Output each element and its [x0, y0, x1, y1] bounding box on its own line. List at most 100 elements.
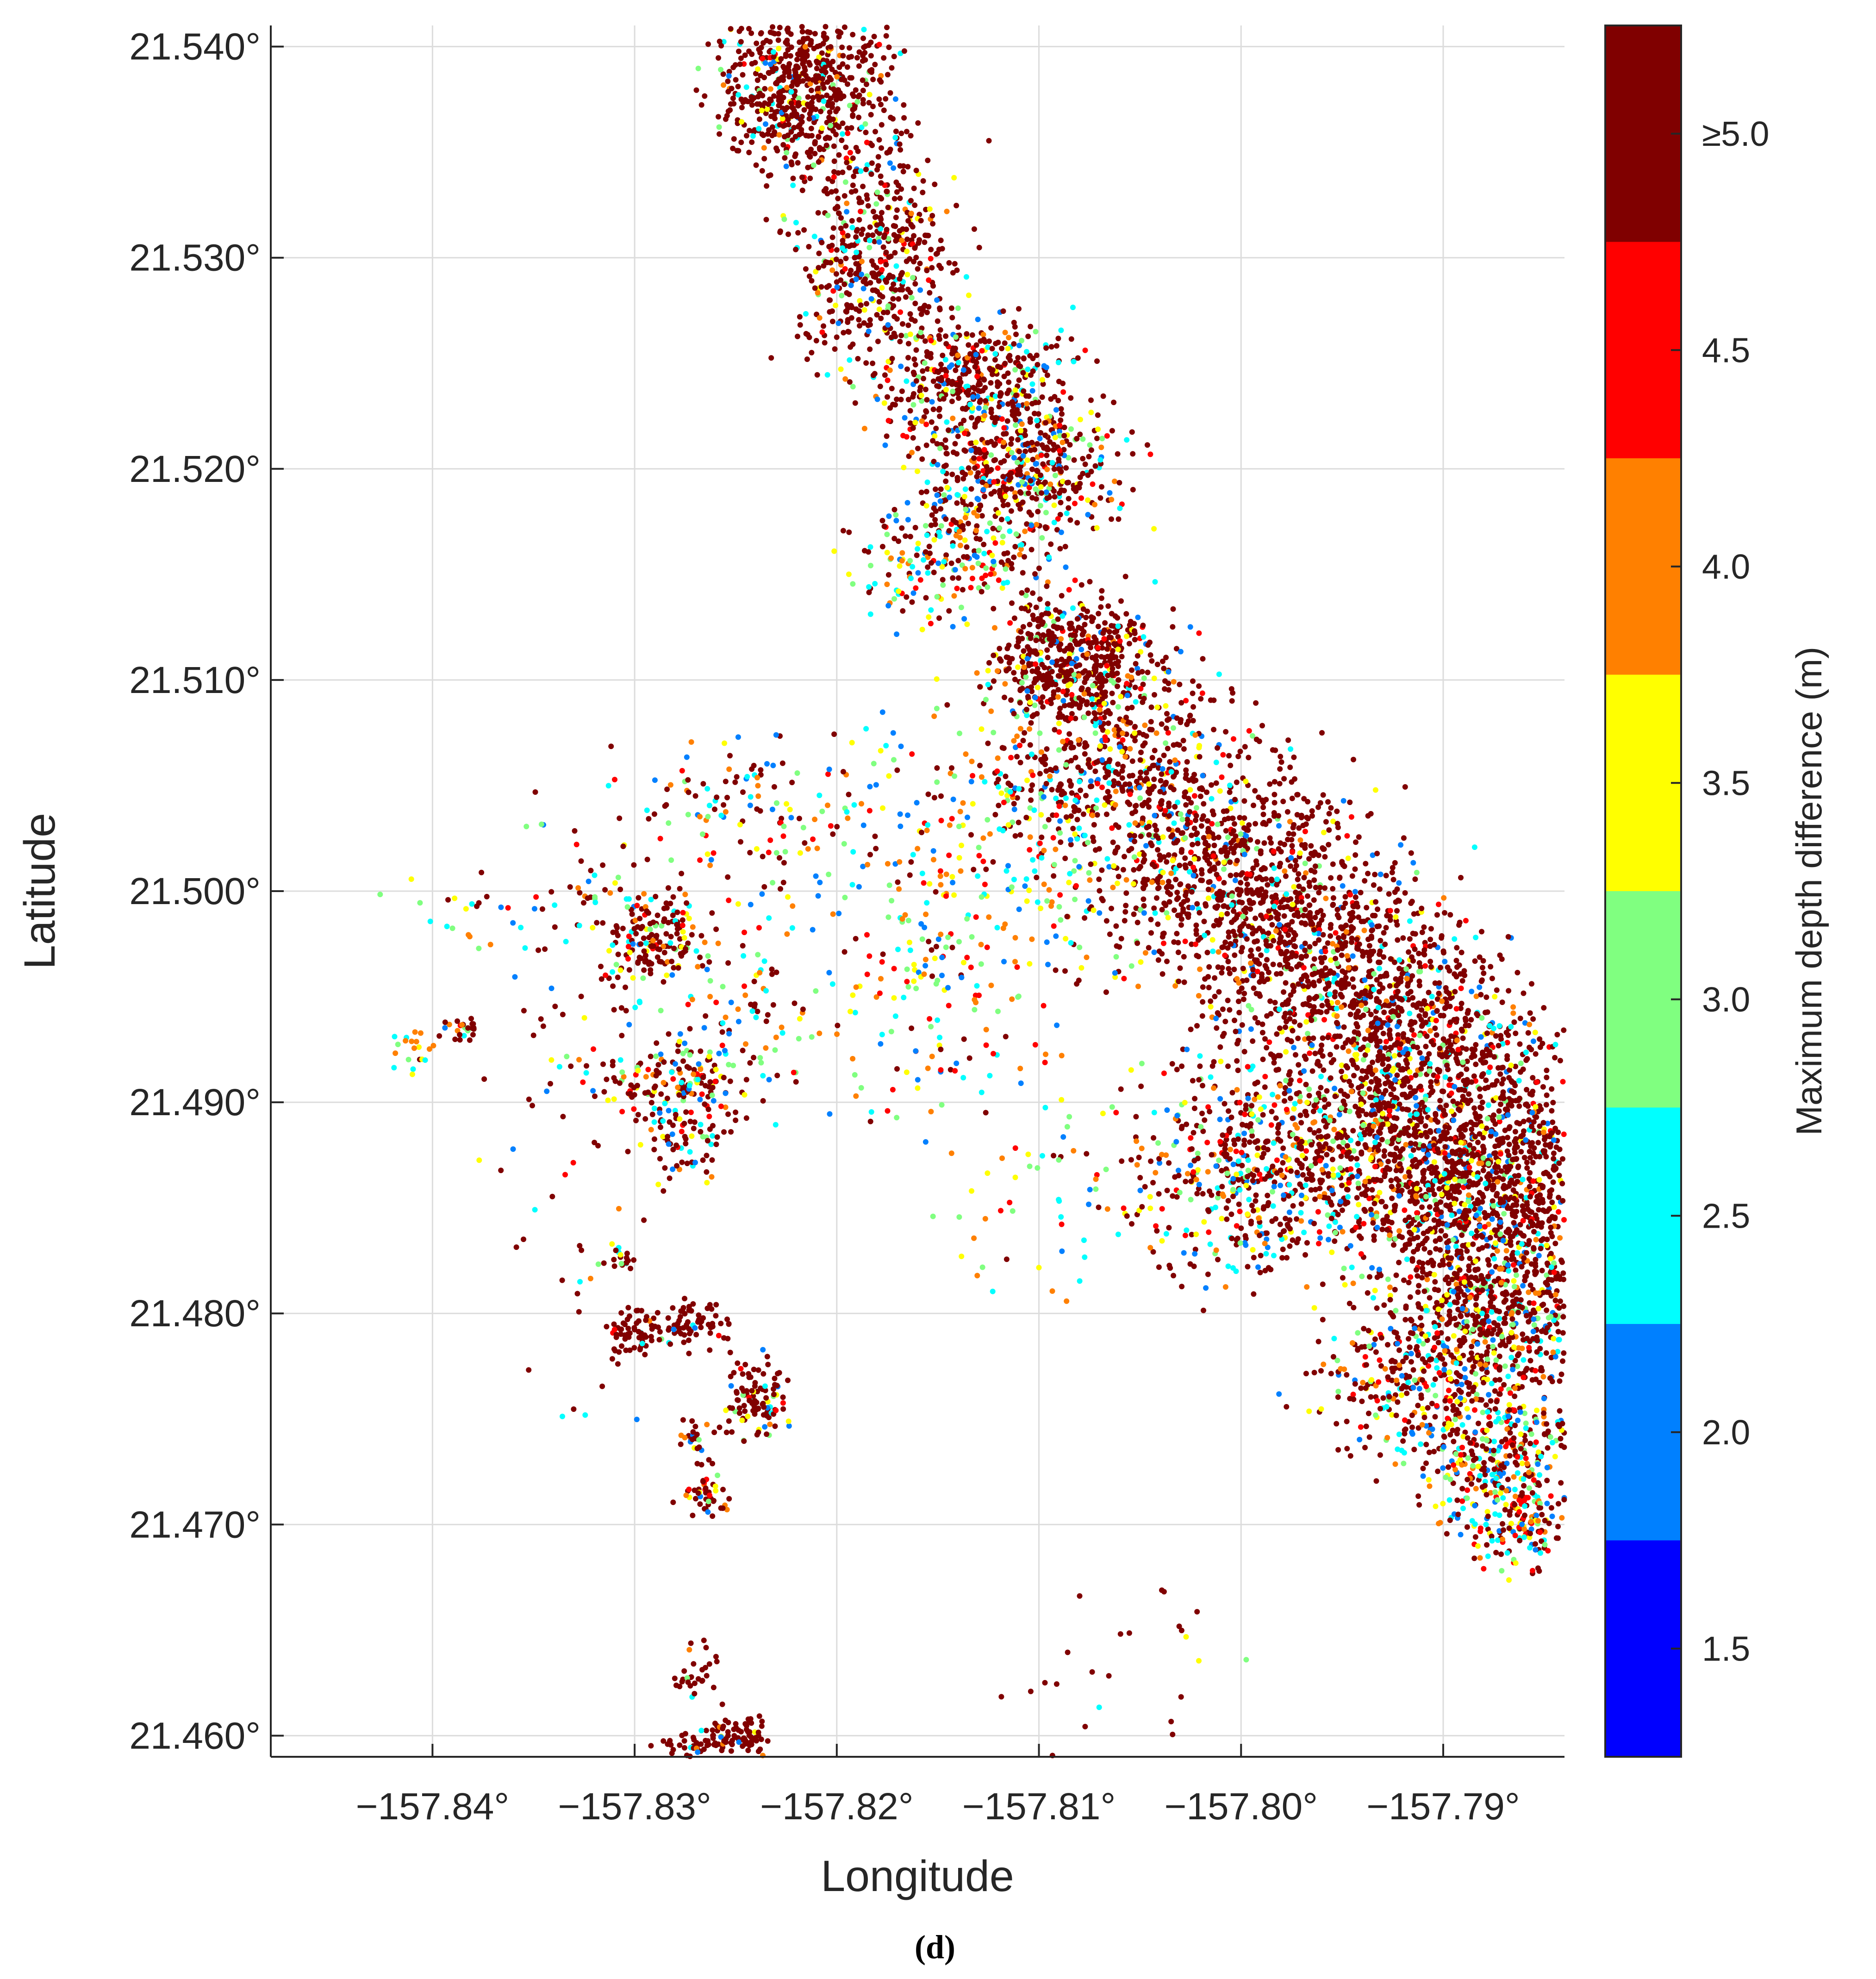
data-point — [826, 243, 832, 250]
data-point — [862, 50, 868, 56]
data-point — [956, 395, 961, 401]
data-point — [844, 125, 850, 131]
data-point — [879, 267, 885, 273]
data-point — [918, 330, 923, 336]
data-point — [876, 299, 882, 305]
data-point — [1334, 947, 1340, 953]
data-point — [1254, 876, 1259, 882]
data-point — [1140, 623, 1146, 628]
data-point — [723, 116, 729, 122]
data-point — [778, 56, 784, 62]
data-point — [1091, 710, 1097, 716]
data-point — [866, 589, 872, 595]
data-point — [1393, 914, 1399, 920]
data-point — [1000, 308, 1006, 314]
data-point — [1091, 634, 1097, 640]
data-point — [1285, 737, 1291, 743]
data-point — [1271, 779, 1278, 785]
data-point — [1026, 509, 1032, 515]
data-point — [943, 387, 949, 393]
data-point — [1115, 451, 1121, 457]
data-point — [868, 562, 873, 568]
data-point — [1302, 940, 1308, 946]
data-point — [1029, 713, 1035, 719]
data-point — [931, 505, 937, 511]
data-point — [841, 330, 847, 336]
data-point — [1281, 776, 1287, 782]
data-point — [897, 563, 903, 569]
data-point — [823, 259, 829, 265]
data-point — [1178, 849, 1184, 855]
data-point — [884, 25, 890, 31]
data-point — [1171, 820, 1177, 826]
data-point — [955, 352, 960, 358]
data-point — [1184, 759, 1190, 765]
data-point — [1070, 825, 1076, 831]
data-point — [1080, 606, 1086, 612]
data-point — [1052, 727, 1058, 733]
data-point — [1336, 915, 1342, 920]
data-point — [1302, 947, 1308, 953]
data-point — [911, 259, 916, 265]
data-point — [1078, 417, 1083, 423]
data-point — [1246, 728, 1252, 734]
data-point — [779, 116, 785, 122]
data-point — [1226, 753, 1232, 759]
data-point — [1124, 633, 1129, 639]
data-point — [1049, 668, 1055, 674]
data-point — [1122, 574, 1128, 580]
data-point — [985, 740, 991, 746]
data-point — [1058, 839, 1064, 845]
data-point — [755, 66, 761, 72]
data-point — [727, 107, 733, 113]
data-point — [832, 69, 838, 75]
data-point — [1131, 628, 1137, 634]
data-point — [1122, 781, 1128, 787]
data-point — [1243, 833, 1249, 839]
data-point — [815, 210, 821, 216]
data-point — [960, 587, 966, 593]
data-point — [991, 678, 997, 684]
data-point — [1515, 970, 1521, 975]
data-point — [1210, 853, 1216, 859]
data-point — [1020, 737, 1026, 743]
data-point — [1014, 459, 1020, 465]
data-point — [1001, 745, 1007, 751]
data-point — [804, 356, 810, 362]
data-point — [1067, 442, 1073, 448]
data-point — [1511, 1019, 1517, 1025]
data-point — [1377, 937, 1384, 943]
data-point — [1066, 731, 1072, 737]
data-point — [957, 543, 963, 549]
data-point — [871, 270, 877, 276]
data-point — [1094, 812, 1100, 818]
data-point — [1289, 779, 1295, 785]
data-point — [950, 543, 956, 549]
data-point — [1347, 799, 1353, 805]
data-point — [1165, 879, 1172, 885]
data-point — [1057, 422, 1063, 428]
data-point — [1084, 743, 1090, 749]
data-point — [1100, 393, 1106, 399]
data-point — [1190, 842, 1196, 848]
data-point — [917, 287, 923, 293]
data-point — [1231, 850, 1237, 855]
data-point — [1411, 911, 1417, 917]
data-point — [1222, 1018, 1228, 1024]
data-point — [1277, 1025, 1283, 1031]
data-point — [1096, 699, 1102, 705]
data-point — [1335, 935, 1341, 941]
data-point — [1190, 690, 1196, 696]
data-point — [895, 182, 901, 188]
data-point — [1093, 847, 1098, 853]
data-point — [915, 540, 921, 546]
data-point — [1302, 829, 1308, 835]
data-point — [1021, 388, 1027, 394]
data-point — [840, 230, 846, 236]
data-point — [1219, 774, 1225, 780]
data-point — [891, 165, 897, 171]
data-point — [1387, 913, 1393, 919]
data-point — [1213, 759, 1219, 765]
data-point — [788, 129, 794, 135]
data-point — [977, 536, 983, 542]
